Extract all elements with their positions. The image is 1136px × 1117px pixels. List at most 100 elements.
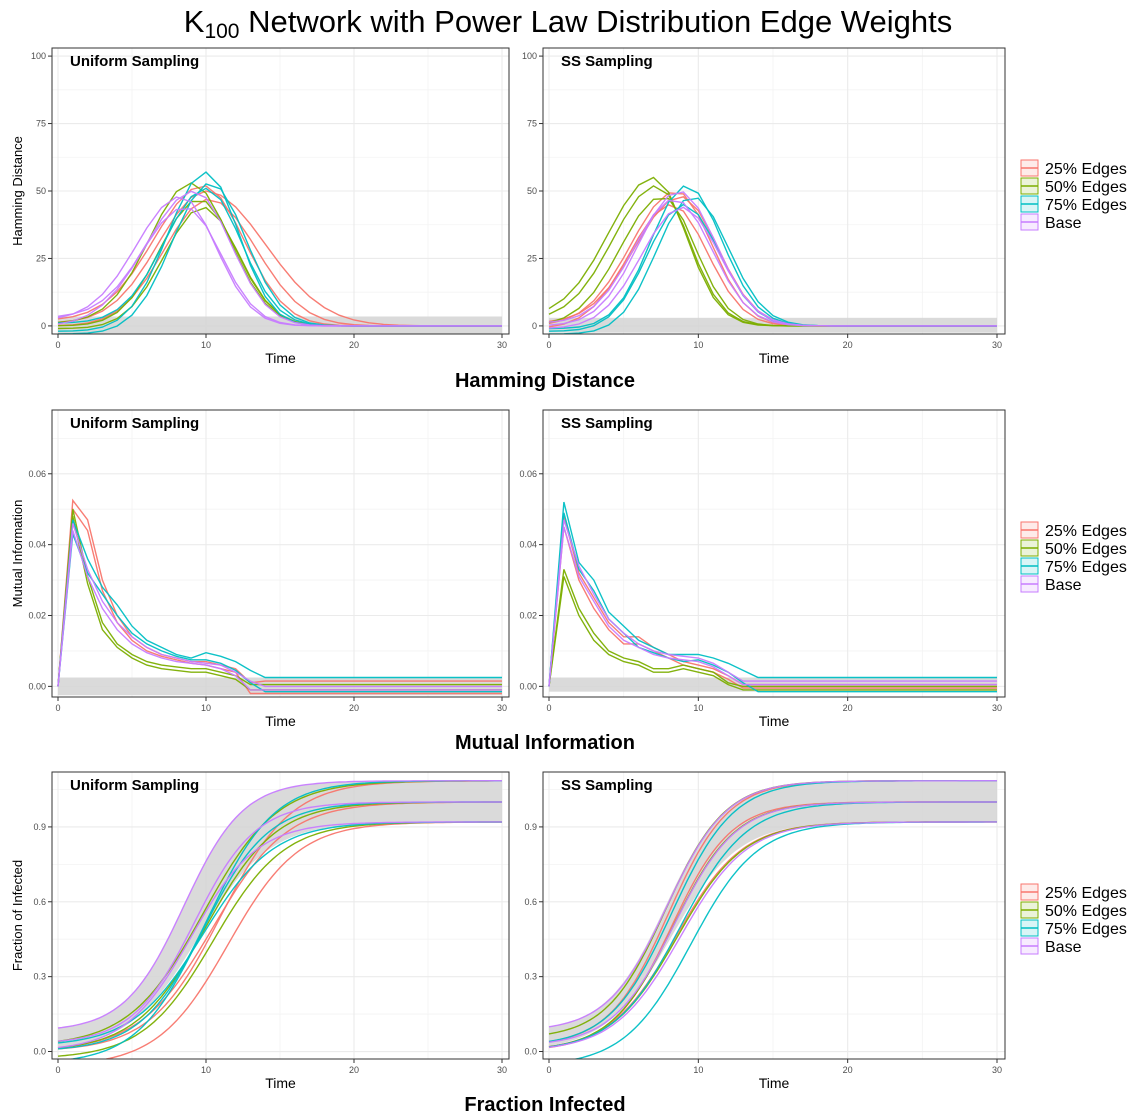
- y-tick-label: 0: [41, 321, 46, 331]
- legend-label: 25% Edges: [1045, 161, 1127, 178]
- series-group: [548, 780, 997, 1059]
- legend-label: Base: [1045, 939, 1082, 956]
- panel-title: SS Sampling: [561, 53, 653, 70]
- panel-2-0: 0 10 20 30 0.0 0.3 0.6 0.9 Uniform Sampling Time: [33, 771, 510, 1091]
- x-tick-label: 20: [843, 703, 853, 713]
- x-tick-label: 0: [546, 703, 551, 713]
- y-tick-label: 0.3: [524, 972, 537, 982]
- x-tick-label: 20: [349, 340, 359, 350]
- x-tick-label: 20: [843, 340, 853, 350]
- y-axis-label: Fraction of Infected: [10, 860, 25, 971]
- x-tick-label: 0: [55, 340, 60, 350]
- series-group: [548, 176, 997, 334]
- section-title-fraction-infected: Fraction Infected: [464, 1094, 626, 1116]
- panel-1-1: 0 10 20 30 0.00 0.02 0.04 0.06 SS Sampling Time: [519, 409, 1006, 729]
- y-tick-label: 0.9: [33, 822, 46, 832]
- series-group: [57, 171, 502, 334]
- confidence-band: [549, 780, 997, 1046]
- series-line-75-edges: [548, 501, 997, 687]
- series-line-75-edges: [57, 533, 502, 693]
- legend-label: 75% Edges: [1045, 921, 1127, 938]
- x-tick-label: 0: [546, 1065, 551, 1075]
- y-tick-label: 0.6: [524, 897, 537, 907]
- x-tick-label: 0: [55, 1065, 60, 1075]
- series-line-50-edges: [57, 509, 502, 687]
- x-axis-label: Time: [265, 350, 296, 366]
- panel-1-0: 0 10 20 30 0.00 0.02 0.04 0.06 Uniform Sampling T…: [28, 409, 510, 729]
- y-tick-label: 75: [527, 119, 537, 129]
- x-tick-label: 10: [693, 1065, 703, 1075]
- legend-label: 25% Edges: [1045, 523, 1127, 540]
- x-axis-label: Time: [759, 713, 790, 729]
- y-tick-label: 25: [36, 253, 46, 263]
- y-tick-label: 0.06: [519, 469, 537, 479]
- y-tick-label: 50: [36, 186, 46, 196]
- series-line-25-edges: [548, 526, 997, 689]
- series-line-50-edges: [548, 576, 997, 691]
- figure-title-main: K: [183, 4, 205, 39]
- x-tick-label: 10: [693, 340, 703, 350]
- x-tick-label: 30: [497, 340, 507, 350]
- y-tick-label: 0.3: [33, 972, 46, 982]
- legend-label: 25% Edges: [1045, 885, 1127, 902]
- series-line-base: [548, 206, 997, 329]
- y-tick-label: 75: [36, 119, 46, 129]
- y-tick-label: 100: [522, 51, 537, 61]
- y-tick-label: 0.04: [28, 540, 46, 550]
- y-tick-label: 100: [31, 51, 46, 61]
- panel-title: SS Sampling: [561, 415, 653, 432]
- panel-title: Uniform Sampling: [70, 415, 199, 432]
- confidence-band: [58, 780, 502, 1048]
- series-line-base: [548, 821, 997, 1048]
- y-tick-label: 25: [527, 253, 537, 263]
- series-line-base: [57, 190, 502, 327]
- y-axis-label: Hamming Distance: [10, 136, 25, 246]
- y-tick-label: 0: [532, 321, 537, 331]
- legend-label: Base: [1045, 577, 1082, 594]
- y-tick-label: 0.6: [33, 897, 46, 907]
- panel-border: [51, 771, 510, 1060]
- legend-label: 75% Edges: [1045, 197, 1127, 214]
- x-tick-label: 30: [497, 703, 507, 713]
- x-tick-label: 20: [349, 1065, 359, 1075]
- figure-title-rest: Network with Power Law Distribution Edge…: [239, 4, 953, 39]
- x-axis-label: Time: [265, 713, 296, 729]
- section-title-mutual-information: Mutual Information: [455, 732, 635, 754]
- x-tick-label: 20: [843, 1065, 853, 1075]
- x-tick-label: 0: [546, 340, 551, 350]
- y-tick-label: 0.00: [519, 681, 537, 691]
- x-tick-label: 10: [201, 340, 211, 350]
- x-tick-label: 30: [992, 340, 1002, 350]
- legend-label: 50% Edges: [1045, 541, 1127, 558]
- panel-border: [542, 771, 1006, 1060]
- series-line-75-edges: [57, 519, 502, 687]
- legend-label: 75% Edges: [1045, 559, 1127, 576]
- y-tick-label: 0.9: [524, 822, 537, 832]
- x-axis-label: Time: [759, 350, 790, 366]
- y-tick-label: 0.0: [33, 1047, 46, 1057]
- x-tick-label: 10: [201, 703, 211, 713]
- y-axis-label: Mutual Information: [10, 500, 25, 608]
- series-line-base: [548, 526, 997, 687]
- x-tick-label: 30: [497, 1065, 507, 1075]
- panel-title: Uniform Sampling: [70, 53, 199, 70]
- x-tick-label: 0: [55, 703, 60, 713]
- x-axis-label: Time: [759, 1075, 790, 1091]
- panel-0-1: 0 10 20 30 0 25 50 75 100 SS Sampling Time: [522, 47, 1006, 366]
- series-line-base: [548, 780, 997, 1028]
- figure-title: K100 Network with Power Law Distribution…: [0, 2, 1136, 52]
- series-line-50-edges: [548, 569, 997, 688]
- series-group: [548, 501, 997, 693]
- y-tick-label: 0.00: [28, 681, 46, 691]
- x-tick-label: 10: [201, 1065, 211, 1075]
- series-line-base: [57, 780, 502, 1029]
- figure-title-subscript: 100: [204, 20, 240, 43]
- panel-background: [52, 410, 509, 697]
- panel-background: [543, 410, 1005, 697]
- panel-border: [542, 409, 1006, 698]
- x-tick-label: 30: [992, 1065, 1002, 1075]
